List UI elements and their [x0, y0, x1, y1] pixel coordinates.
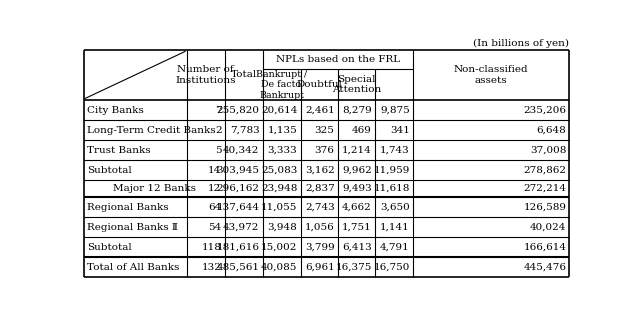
Text: 303,945: 303,945: [217, 165, 259, 175]
Text: 2,743: 2,743: [305, 203, 334, 212]
Text: 11,055: 11,055: [261, 203, 297, 212]
Text: Bankrupt /
De facto
Bankrupt: Bankrupt / De facto Bankrupt: [256, 70, 307, 100]
Text: 1,743: 1,743: [380, 146, 410, 155]
Text: 40,342: 40,342: [223, 146, 259, 155]
Text: 9,875: 9,875: [380, 106, 410, 115]
Text: NPLs based on the FRL: NPLs based on the FRL: [276, 55, 400, 64]
Text: 25,083: 25,083: [261, 165, 297, 175]
Text: 4,662: 4,662: [342, 203, 372, 212]
Text: Special
Attention: Special Attention: [332, 75, 381, 94]
Text: 3,948: 3,948: [268, 222, 297, 232]
Text: 272,214: 272,214: [524, 184, 566, 193]
Text: 325: 325: [315, 125, 334, 134]
Text: 341: 341: [390, 125, 410, 134]
Text: Trust Banks: Trust Banks: [87, 146, 151, 155]
Text: 40,085: 40,085: [261, 263, 297, 272]
Text: 278,862: 278,862: [524, 165, 566, 175]
Text: 4,791: 4,791: [380, 243, 410, 252]
Text: 12: 12: [208, 184, 222, 193]
Text: Number of
Institutions: Number of Institutions: [175, 65, 236, 85]
Text: 9,962: 9,962: [342, 165, 372, 175]
Text: 2,461: 2,461: [305, 106, 334, 115]
Text: Non-classified
assets: Non-classified assets: [454, 65, 529, 85]
Text: 8,279: 8,279: [342, 106, 372, 115]
Text: 5: 5: [215, 146, 222, 155]
Text: 14: 14: [208, 165, 222, 175]
Text: 16,375: 16,375: [336, 263, 372, 272]
Text: 255,820: 255,820: [217, 106, 259, 115]
Text: Subtotal: Subtotal: [87, 243, 132, 252]
Text: 11,959: 11,959: [373, 165, 410, 175]
Text: 1,056: 1,056: [305, 222, 334, 232]
Text: 181,616: 181,616: [217, 243, 259, 252]
Text: Total: Total: [231, 70, 257, 79]
Text: 6,961: 6,961: [305, 263, 334, 272]
Text: Regional Banks Ⅱ: Regional Banks Ⅱ: [87, 222, 178, 232]
Text: 376: 376: [315, 146, 334, 155]
Text: 3,333: 3,333: [268, 146, 297, 155]
Text: 1,214: 1,214: [342, 146, 372, 155]
Text: Doubtful: Doubtful: [296, 80, 342, 89]
Text: 2,837: 2,837: [305, 184, 334, 193]
Text: 3,650: 3,650: [380, 203, 410, 212]
Text: 485,561: 485,561: [217, 263, 259, 272]
Text: 132: 132: [201, 263, 222, 272]
Text: 16,750: 16,750: [373, 263, 410, 272]
Text: 137,644: 137,644: [217, 203, 259, 212]
Text: 9,493: 9,493: [342, 184, 372, 193]
Text: Total of All Banks: Total of All Banks: [87, 263, 180, 272]
Text: Major 12 Banks: Major 12 Banks: [113, 184, 196, 193]
Text: 43,972: 43,972: [223, 222, 259, 232]
Text: 1,141: 1,141: [380, 222, 410, 232]
Text: 6,648: 6,648: [536, 125, 566, 134]
Text: 235,206: 235,206: [524, 106, 566, 115]
Text: Subtotal: Subtotal: [87, 165, 132, 175]
Text: 54: 54: [208, 222, 222, 232]
Text: 11,618: 11,618: [373, 184, 410, 193]
Text: 118: 118: [201, 243, 222, 252]
Text: 126,589: 126,589: [524, 203, 566, 212]
Text: 37,008: 37,008: [530, 146, 566, 155]
Text: 7: 7: [215, 106, 222, 115]
Text: City Banks: City Banks: [87, 106, 144, 115]
Text: 3,799: 3,799: [305, 243, 334, 252]
Text: 469: 469: [352, 125, 372, 134]
Text: 1,751: 1,751: [342, 222, 372, 232]
Text: 2: 2: [215, 125, 222, 134]
Text: 6,413: 6,413: [342, 243, 372, 252]
Text: (In billions of yen): (In billions of yen): [473, 38, 569, 48]
Text: 23,948: 23,948: [261, 184, 297, 193]
Text: 64: 64: [208, 203, 222, 212]
Text: 445,476: 445,476: [524, 263, 566, 272]
Text: 296,162: 296,162: [217, 184, 259, 193]
Text: 40,024: 40,024: [530, 222, 566, 232]
Text: Regional Banks: Regional Banks: [87, 203, 169, 212]
Text: 20,614: 20,614: [261, 106, 297, 115]
Text: 3,162: 3,162: [305, 165, 334, 175]
Text: 7,783: 7,783: [230, 125, 259, 134]
Text: 15,002: 15,002: [261, 243, 297, 252]
Text: Long-Term Credit Banks: Long-Term Credit Banks: [87, 125, 216, 134]
Text: 166,614: 166,614: [524, 243, 566, 252]
Text: 1,135: 1,135: [268, 125, 297, 134]
